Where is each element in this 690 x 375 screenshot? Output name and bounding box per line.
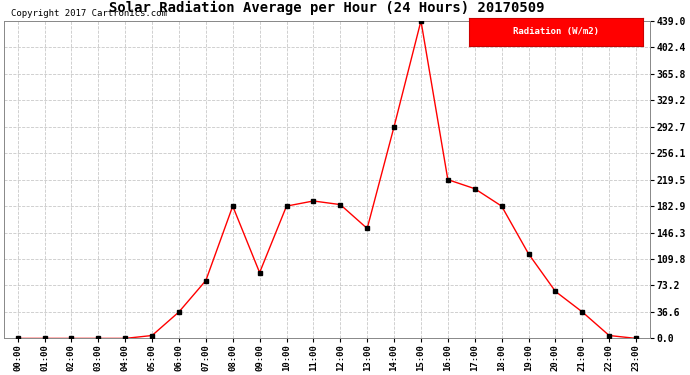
- Text: Copyright 2017 Cartronics.com: Copyright 2017 Cartronics.com: [10, 9, 166, 18]
- Title: Solar Radiation Average per Hour (24 Hours) 20170509: Solar Radiation Average per Hour (24 Hou…: [109, 1, 544, 15]
